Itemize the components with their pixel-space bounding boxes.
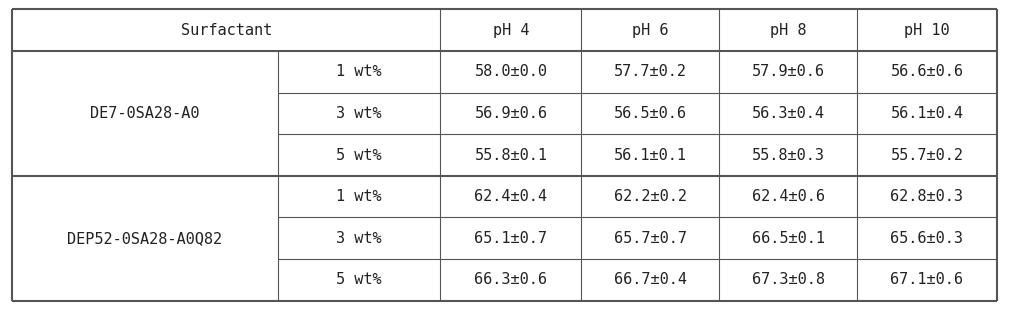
Text: 56.5±0.6: 56.5±0.6 [613,106,687,121]
Text: DEP52-0SA28-A0Q82: DEP52-0SA28-A0Q82 [68,231,223,246]
Text: 5 wt%: 5 wt% [336,272,382,287]
Text: 1 wt%: 1 wt% [336,189,382,204]
Text: 56.1±0.1: 56.1±0.1 [613,148,687,162]
Text: 3 wt%: 3 wt% [336,106,382,121]
Text: Surfactant: Surfactant [181,23,271,38]
Text: 55.8±0.3: 55.8±0.3 [752,148,824,162]
Text: pH 6: pH 6 [632,23,669,38]
Text: 1 wt%: 1 wt% [336,64,382,79]
Text: 62.4±0.4: 62.4±0.4 [474,189,548,204]
Text: DE7-0SA28-A0: DE7-0SA28-A0 [90,106,200,121]
Text: 66.3±0.6: 66.3±0.6 [474,272,548,287]
Text: 56.3±0.4: 56.3±0.4 [752,106,824,121]
Text: 55.8±0.1: 55.8±0.1 [474,148,548,162]
Text: 67.1±0.6: 67.1±0.6 [891,272,964,287]
Text: 62.2±0.2: 62.2±0.2 [613,189,687,204]
Text: pH 4: pH 4 [492,23,529,38]
Text: 3 wt%: 3 wt% [336,231,382,246]
Text: 65.7±0.7: 65.7±0.7 [613,231,687,246]
Text: 5 wt%: 5 wt% [336,148,382,162]
Text: 66.7±0.4: 66.7±0.4 [613,272,687,287]
Text: 55.7±0.2: 55.7±0.2 [891,148,964,162]
Text: 62.4±0.6: 62.4±0.6 [752,189,824,204]
Text: pH 8: pH 8 [770,23,806,38]
Text: pH 10: pH 10 [904,23,949,38]
Text: 65.1±0.7: 65.1±0.7 [474,231,548,246]
Text: 62.8±0.3: 62.8±0.3 [891,189,964,204]
Text: 67.3±0.8: 67.3±0.8 [752,272,824,287]
Text: 56.9±0.6: 56.9±0.6 [474,106,548,121]
Text: 56.6±0.6: 56.6±0.6 [891,64,964,79]
Text: 57.7±0.2: 57.7±0.2 [613,64,687,79]
Text: 57.9±0.6: 57.9±0.6 [752,64,824,79]
Text: 56.1±0.4: 56.1±0.4 [891,106,964,121]
Text: 58.0±0.0: 58.0±0.0 [474,64,548,79]
Text: 65.6±0.3: 65.6±0.3 [891,231,964,246]
Text: 66.5±0.1: 66.5±0.1 [752,231,824,246]
